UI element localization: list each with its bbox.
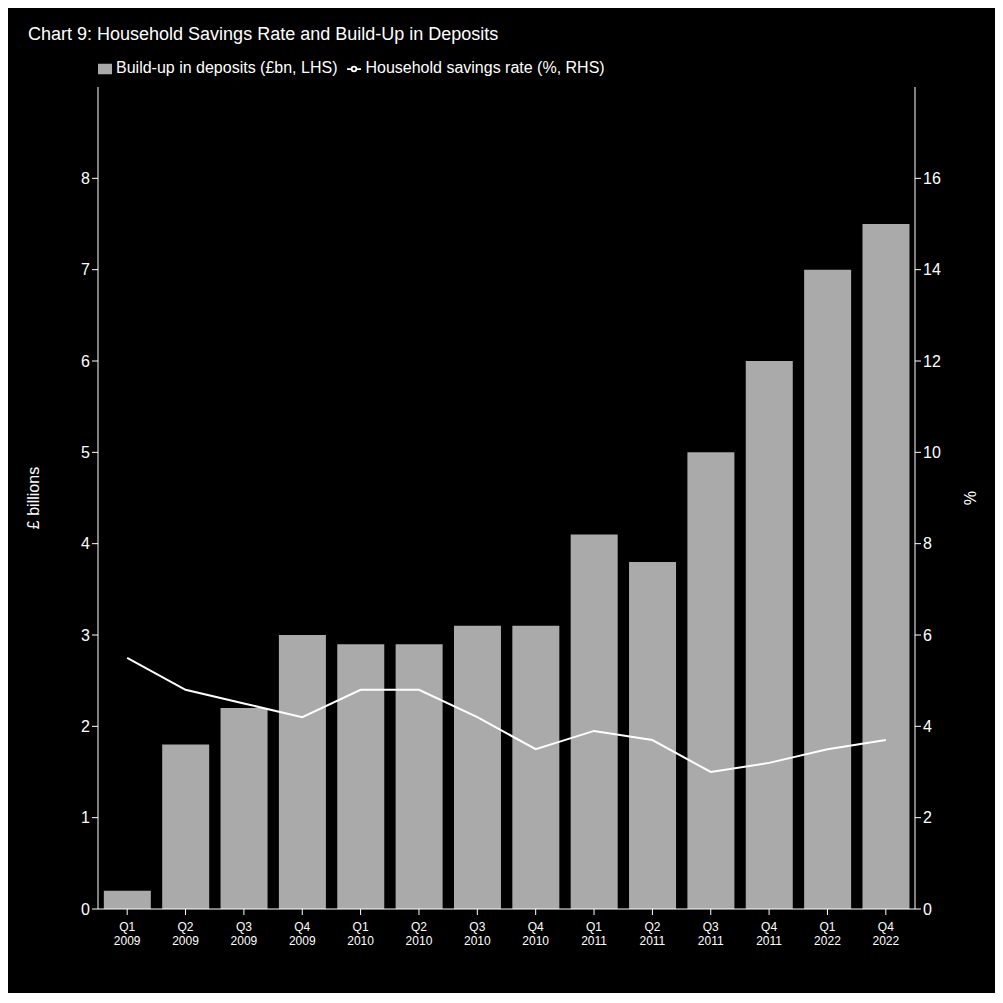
svg-text:1: 1 [81, 809, 90, 826]
svg-text:4: 4 [81, 535, 90, 552]
svg-text:Q32009: Q32009 [231, 920, 258, 948]
svg-text:6: 6 [923, 627, 932, 644]
svg-text:Q22010: Q22010 [406, 920, 433, 948]
svg-text:Q12009: Q12009 [114, 920, 141, 948]
svg-text:16: 16 [923, 170, 941, 187]
svg-text:Q32010: Q32010 [464, 920, 491, 948]
svg-text:4: 4 [923, 718, 932, 735]
html-text:Chart 9: Household Savings Rat: Chart 9: Household Savings Rate and Buil… [28, 24, 499, 44]
svg-text:0: 0 [923, 901, 932, 918]
html-text:Household savings rate (%, RHS: Household savings rate (%, RHS) [365, 59, 605, 76]
svg-text:%: % [961, 491, 978, 505]
svg-text:Q22011: Q22011 [639, 920, 665, 948]
svg-text:14: 14 [923, 261, 941, 278]
svg-text:Q42022: Q42022 [872, 920, 899, 948]
svg-text:12: 12 [923, 353, 941, 370]
svg-text:8: 8 [81, 170, 90, 187]
svg-text:3: 3 [81, 627, 90, 644]
svg-text:2: 2 [923, 809, 932, 826]
svg-text:Q12010: Q12010 [347, 920, 374, 948]
svg-text:Q32011: Q32011 [698, 920, 724, 948]
svg-text:2: 2 [81, 718, 90, 735]
svg-text:10: 10 [923, 444, 941, 461]
html-text:Build-up in deposits (£bn, LHS: Build-up in deposits (£bn, LHS) [116, 59, 338, 76]
svg-text:5: 5 [81, 444, 90, 461]
svg-text:Q22009: Q22009 [172, 920, 199, 948]
svg-text:0: 0 [81, 901, 90, 918]
svg-text:Q12022: Q12022 [814, 920, 841, 948]
svg-text:Q42011: Q42011 [756, 920, 782, 948]
svg-text:Q42009: Q42009 [289, 920, 316, 948]
svg-text:7: 7 [81, 261, 90, 278]
svg-text:Q12011: Q12011 [581, 920, 607, 948]
svg-text:£ billions: £ billions [25, 467, 42, 529]
svg-text:8: 8 [923, 535, 932, 552]
svg-text:6: 6 [81, 353, 90, 370]
svg-text:Q42010: Q42010 [522, 920, 549, 948]
